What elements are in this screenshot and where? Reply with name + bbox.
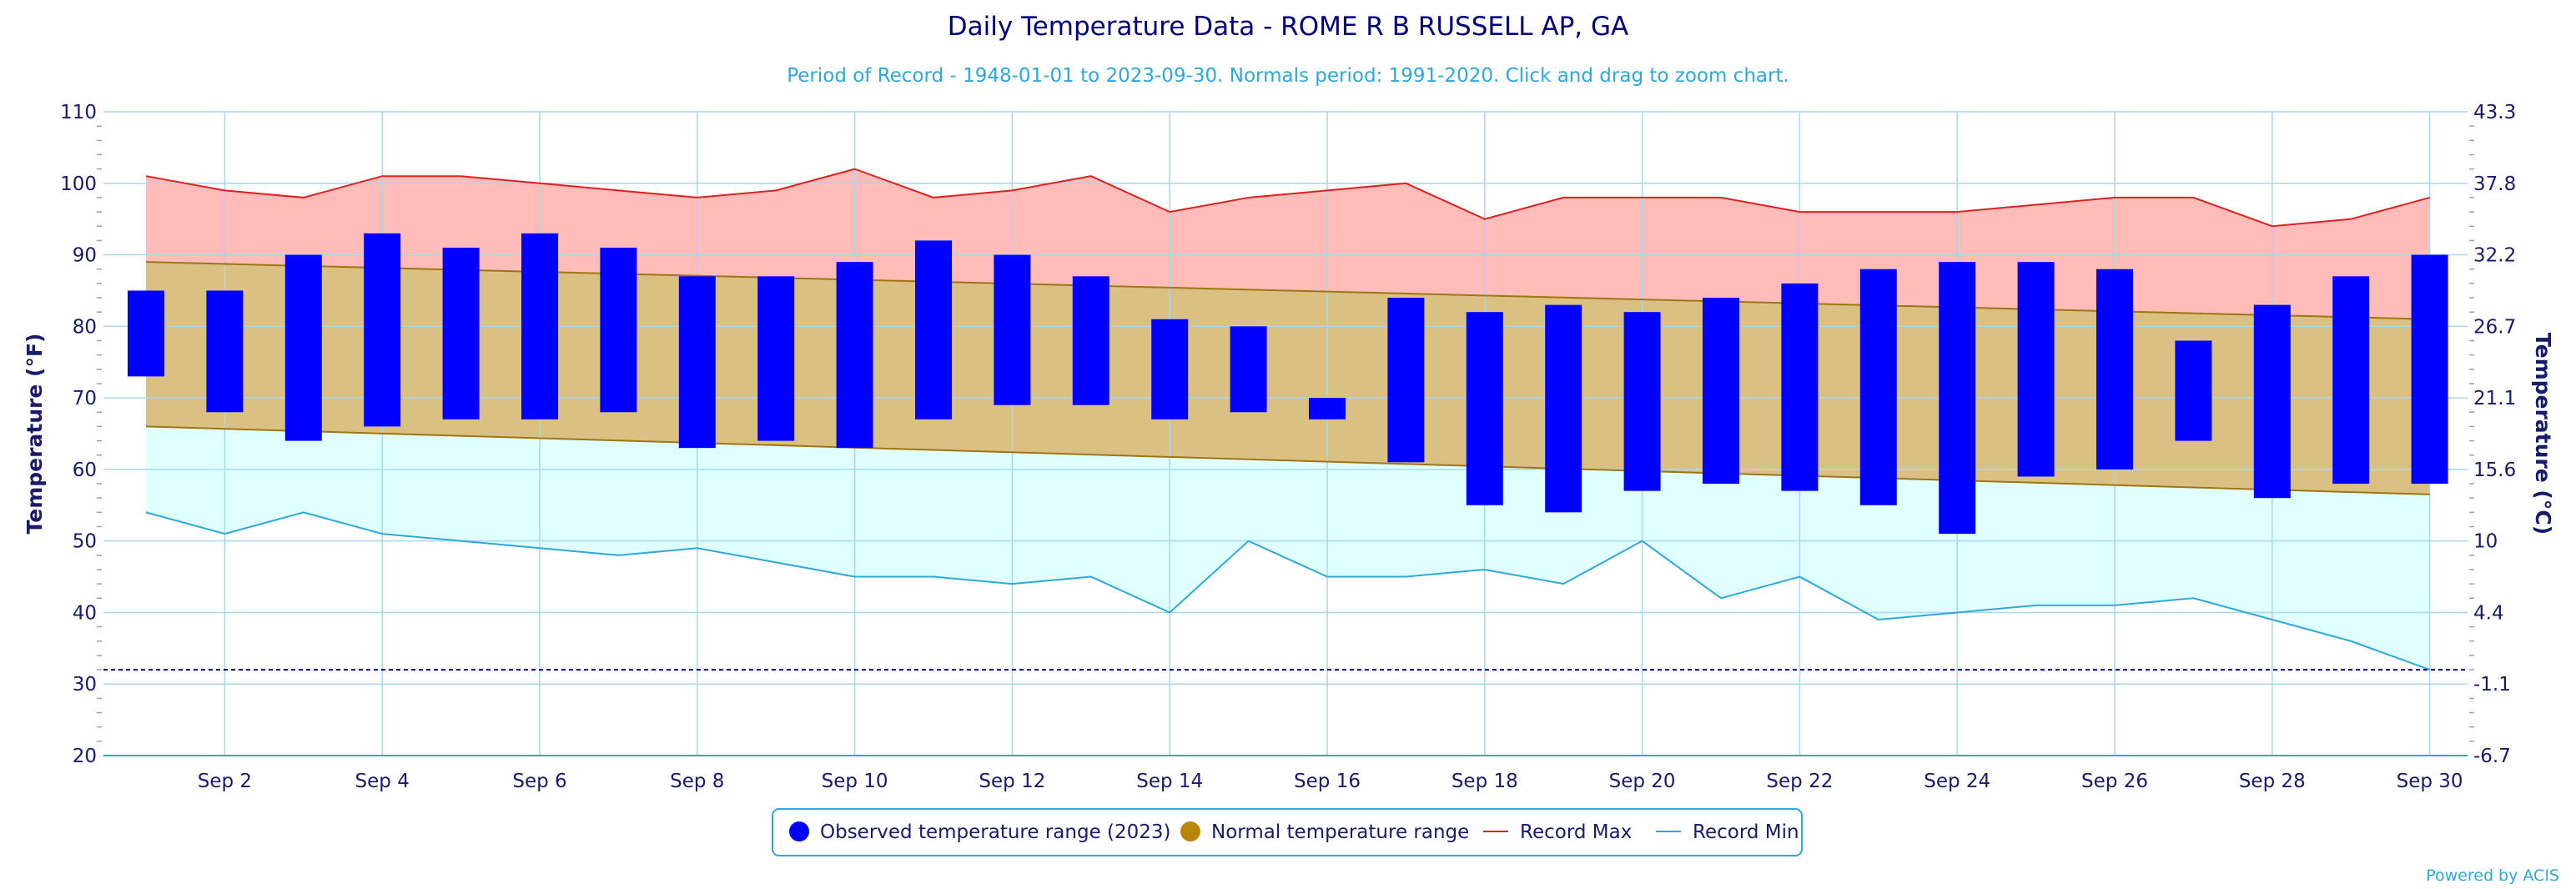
- observed-bar-sep-2[interactable]: [206, 290, 244, 413]
- x-tick-label: Sep 2: [198, 771, 252, 792]
- y-tick-label-right: 21.1: [2473, 388, 2516, 409]
- observed-bar-sep-29[interactable]: [2332, 276, 2370, 485]
- y-tick-label-right: 10: [2473, 531, 2498, 553]
- observed-bar-sep-22[interactable]: [1781, 283, 1819, 491]
- x-tick-label: Sep 4: [355, 771, 410, 792]
- observed-bar-sep-7[interactable]: [600, 247, 637, 413]
- y-tick-label-right: 26.7: [2473, 316, 2516, 338]
- y-tick-label-left: 60: [73, 460, 97, 481]
- legend-label-observed: Observed temperature range (2023): [820, 821, 1171, 843]
- x-tick-label: Sep 28: [2239, 771, 2306, 792]
- observed-bar-sep-1[interactable]: [128, 290, 164, 377]
- observed-bar-sep-18[interactable]: [1466, 312, 1503, 505]
- observed-bar-sep-17[interactable]: [1387, 298, 1425, 463]
- x-tick-label: Sep 16: [1294, 771, 1361, 792]
- y-tick-label-left: 80: [73, 316, 97, 338]
- observed-bar-sep-10[interactable]: [836, 262, 873, 449]
- observed-bar-sep-8[interactable]: [678, 276, 716, 449]
- legend-item-normal[interactable]: Normal temperature range: [1180, 821, 1469, 843]
- y-tick-label-left: 70: [73, 388, 97, 409]
- record-max-area: [146, 168, 2430, 319]
- legend-symbol-normal: [1180, 821, 1200, 841]
- y-tick-label-right: -1.1: [2473, 674, 2511, 696]
- x-tick-label: Sep 8: [670, 771, 724, 792]
- normal-low-line: [145, 425, 2430, 495]
- legend: Observed temperature range (2023) Normal…: [772, 808, 1803, 856]
- y-tick-label-right: 4.4: [2473, 602, 2504, 624]
- y-axis-title-left: Temperature (°F): [23, 334, 47, 535]
- y-tick-label-right: 43.3: [2473, 102, 2516, 123]
- axes: 20 -6.7 30 -1.1 40 4.4 50 10 60 15.6 70 21.1 80 26.7 9…: [60, 102, 2516, 792]
- x-tick-label: Sep 22: [1766, 771, 1833, 792]
- observed-bar-sep-5[interactable]: [442, 247, 480, 419]
- plot-areas: [146, 168, 2430, 671]
- y-tick-label-left: 50: [73, 531, 97, 553]
- observed-bar-sep-15[interactable]: [1230, 326, 1267, 413]
- x-tick-label: Sep 10: [822, 771, 888, 792]
- y-tick-label-right: 32.2: [2473, 245, 2516, 267]
- credits-link[interactable]: Powered by ACIS: [2426, 866, 2559, 885]
- normal-range-area: [146, 262, 2430, 495]
- observed-bar-sep-19[interactable]: [1545, 304, 1582, 513]
- y-tick-label-right: 15.6: [2473, 460, 2516, 481]
- y-tick-label-left: 90: [73, 245, 97, 267]
- legend-label-record-min: Record Min: [1693, 821, 1799, 843]
- y-tick-label-right: -6.7: [2473, 746, 2511, 767]
- observed-bar-sep-26[interactable]: [2096, 269, 2133, 470]
- observed-bar-sep-25[interactable]: [2017, 262, 2055, 477]
- observed-bar-sep-4[interactable]: [364, 233, 401, 427]
- observed-bar-sep-14[interactable]: [1151, 319, 1189, 419]
- y-tick-label-left: 30: [73, 674, 97, 696]
- observed-bar-sep-9[interactable]: [757, 276, 795, 441]
- x-tick-label: Sep 20: [1609, 771, 1676, 792]
- observed-bar-sep-28[interactable]: [2253, 304, 2291, 499]
- observed-bar-sep-12[interactable]: [994, 254, 1031, 405]
- legend-item-observed[interactable]: Observed temperature range (2023): [789, 821, 1171, 843]
- legend-label-normal: Normal temperature range: [1211, 821, 1469, 843]
- x-tick-label: Sep 18: [1452, 771, 1518, 792]
- observed-bar-sep-11[interactable]: [915, 240, 952, 419]
- chart-title: Daily Temperature Data - ROME R B RUSSEL…: [948, 12, 1628, 42]
- observed-bar-sep-20[interactable]: [1623, 312, 1661, 491]
- legend-box: [772, 808, 1803, 856]
- x-tick-label: Sep 12: [979, 771, 1045, 792]
- observed-bar-sep-27[interactable]: [2175, 340, 2212, 441]
- observed-bar-sep-30[interactable]: [2411, 254, 2448, 485]
- legend-item-record-max[interactable]: Record Max: [1483, 821, 1632, 843]
- observed-bar-sep-21[interactable]: [1703, 298, 1739, 485]
- y-tick-label-right: 37.8: [2473, 173, 2516, 195]
- x-tick-label: Sep 30: [2397, 771, 2463, 792]
- grid: [97, 111, 2474, 756]
- observed-bar-sep-24[interactable]: [1939, 262, 1976, 535]
- observed-bar-sep-23[interactable]: [1859, 269, 1897, 505]
- legend-label-record-max: Record Max: [1520, 821, 1632, 843]
- observed-bars[interactable]: [128, 233, 2448, 535]
- y-axis-title-right: Temperature (°C): [2531, 333, 2555, 535]
- x-tick-label: Sep 24: [1924, 771, 1990, 792]
- record-max-line: [145, 168, 2430, 228]
- observed-bar-sep-3[interactable]: [284, 254, 322, 441]
- x-tick-label: Sep 6: [512, 771, 566, 792]
- chart-subtitle: Period of Record - 1948-01-01 to 2023-09…: [787, 65, 1789, 87]
- y-tick-label-left: 40: [73, 602, 97, 624]
- y-tick-label-left: 20: [73, 746, 97, 767]
- x-tick-label: Sep 14: [1136, 771, 1203, 792]
- legend-symbol-observed: [789, 821, 809, 841]
- y-tick-label-left: 100: [60, 173, 97, 195]
- x-tick-label: Sep 26: [2081, 771, 2148, 792]
- y-tick-label-left: 110: [60, 102, 97, 123]
- observed-bar-sep-6[interactable]: [521, 233, 558, 419]
- observed-bar-sep-13[interactable]: [1072, 276, 1109, 405]
- record-min-line: [145, 511, 2430, 671]
- legend-item-record-min[interactable]: Record Min: [1656, 821, 1799, 843]
- observed-bar-sep-16[interactable]: [1309, 398, 1346, 419]
